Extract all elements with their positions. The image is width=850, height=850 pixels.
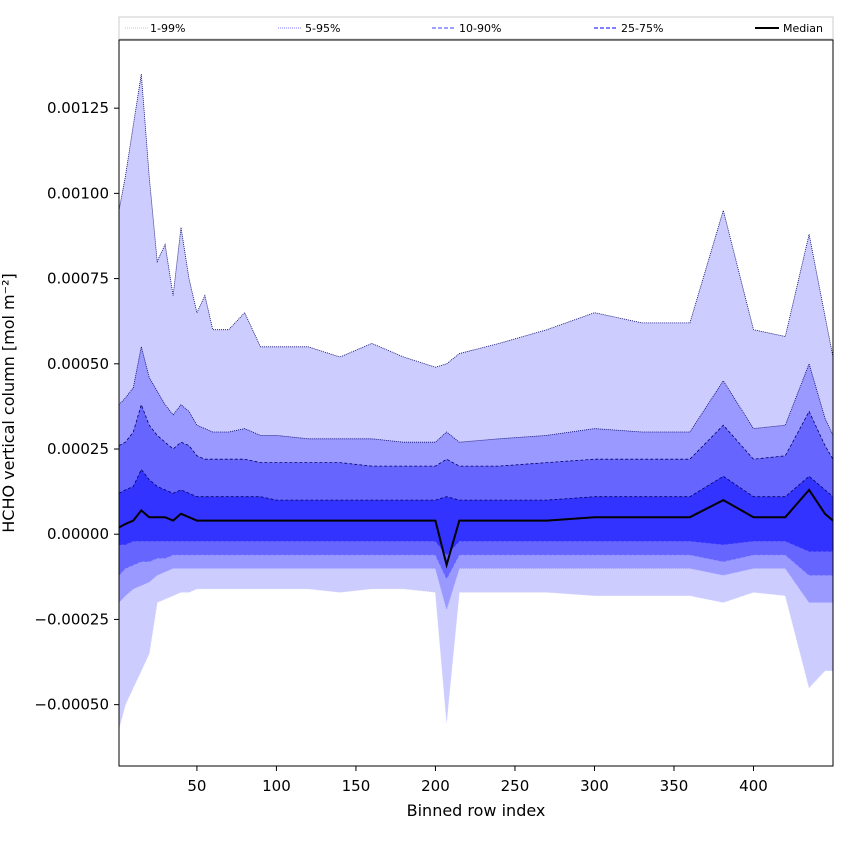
band-25-75% [119,469,833,555]
y-tick-label: 0.00075 [47,270,109,288]
band-edge-lower-10-90% [118,554,833,580]
x-tick-label: 200 [421,777,450,795]
band-edge-upper-5-95% [118,346,834,443]
band-edge-lower-5-95% [118,567,833,611]
bands-layer [119,74,833,729]
y-tick-label: 0.00025 [47,440,109,458]
y-tick-label: 0.00050 [47,355,109,373]
y-tick-label: 0.00125 [47,99,109,117]
legend: 1-99% 5-95% 10-90% 25-75% Median [118,16,834,40]
y-tick-label: −0.00025 [34,610,109,628]
x-tick-label: 350 [660,777,689,795]
y-axis-ticks: −0.00050 −0.00025 0.00000 0.00025 0.00050 0.0… [34,99,119,714]
x-tick-label: 300 [580,777,609,795]
y-tick-label: −0.00050 [34,696,109,714]
median-line [118,488,834,569]
y-tick-label: 0.00100 [47,184,109,202]
band-edge-lower-1-99% [118,588,833,729]
band-edge-upper-25-75% [118,468,834,501]
x-tick-label: 250 [501,777,530,795]
band-edge-upper-1-99% [118,74,834,368]
legend-label: 1-99% [150,22,185,35]
x-tick-label: 100 [262,777,291,795]
y-axis-label: HCHO vertical column [mol m⁻²] [0,273,18,532]
legend-box [118,16,834,40]
band-edge-upper-10-90% [118,403,834,467]
x-tick-label: 150 [342,777,371,795]
x-tick-label: 50 [187,777,206,795]
plot-frame [118,39,834,767]
legend-label: Median [783,22,823,35]
y-tick-label: 0.00000 [47,525,109,543]
legend-label: 25-75% [621,22,663,35]
lines-layer [118,74,834,729]
legend-label: 10-90% [459,22,501,35]
x-axis-label: Binned row index [407,801,546,820]
legend-label: 5-95% [305,22,340,35]
x-tick-label: 400 [739,777,768,795]
x-axis-ticks: 50 100 150 200 250 300 350 400 [187,766,768,795]
band-edge-lower-25-75% [119,540,833,556]
